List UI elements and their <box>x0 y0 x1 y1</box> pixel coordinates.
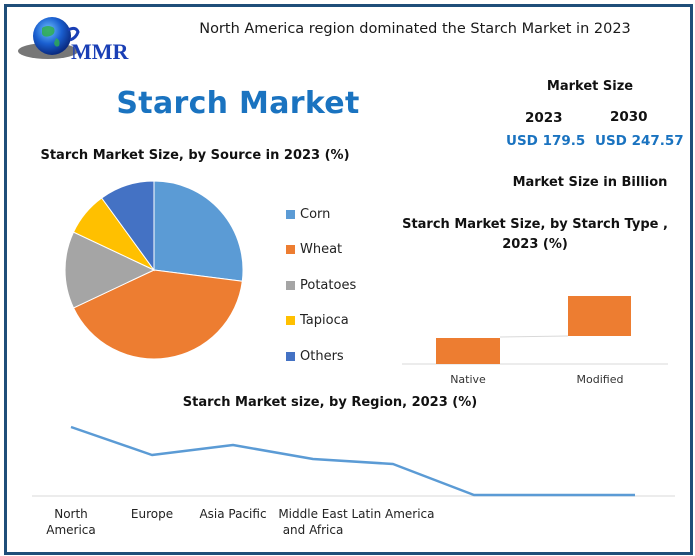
legend-swatch-corn <box>286 210 295 219</box>
pie-slice-potatoes <box>64 231 156 309</box>
legend-label-potatoes: Potatoes <box>300 278 357 293</box>
legend-item-others: Others <box>286 349 344 364</box>
bar-label-modified: Modified <box>576 373 624 386</box>
axis-label-line1: North <box>54 507 88 521</box>
logo-text: MMR <box>71 39 129 64</box>
axis-label-line1: Asia Pacific <box>199 507 267 521</box>
axis-label-latin-america: Latin America <box>343 506 443 522</box>
legend-item-potatoes: Potatoes <box>286 278 356 293</box>
legend-swatch-others <box>286 352 295 361</box>
market-size-unit: Market Size in Billion <box>512 175 668 190</box>
axis-label-asia-pacific: Asia Pacific <box>183 506 283 522</box>
value-2030: USD 247.57 <box>595 133 684 149</box>
legend-label-corn: Corn <box>300 207 331 222</box>
legend-item-corn: Corn <box>286 207 330 222</box>
bar-connector <box>499 335 569 338</box>
legend-item-tapioca: Tapioca <box>286 313 349 328</box>
year-2030: 2030 <box>610 109 648 125</box>
pie-chart-title: Starch Market Size, by Source in 2023 (%… <box>40 148 350 163</box>
legend-swatch-wheat <box>286 245 295 254</box>
legend-label-tapioca: Tapioca <box>300 313 349 328</box>
legend-item-wheat: Wheat <box>286 242 342 257</box>
value-2023: USD 179.5 <box>506 133 586 149</box>
axis-label-middle-east-africa: Middle East and Africa <box>263 506 363 538</box>
axis-label-line1: Latin America <box>351 507 435 521</box>
axis-label-north-america: North America <box>26 506 116 538</box>
market-size-label: Market Size <box>546 79 634 94</box>
axis-label-line2: and Africa <box>282 523 344 537</box>
pie-slice-corn <box>153 180 244 282</box>
axis-label-line1: Europe <box>130 507 174 521</box>
bar-native <box>436 338 500 364</box>
bar-modified <box>568 296 631 336</box>
line-chart-title: Starch Market size, by Region, 2023 (%) <box>182 395 478 410</box>
bar-chart-title-line2: 2023 (%) <box>502 237 568 252</box>
axis-label-europe: Europe <box>107 506 197 522</box>
bar-label-native: Native <box>450 373 486 386</box>
axis-label-line2: America <box>46 523 96 537</box>
legend-label-wheat: Wheat <box>300 242 343 257</box>
axis-label-line1: Middle East <box>278 507 348 521</box>
legend-swatch-tapioca <box>286 316 295 325</box>
globe-icon <box>18 17 80 59</box>
headline: North America region dominated the Starc… <box>199 21 631 37</box>
pie-slice-others <box>101 180 155 272</box>
bar-chart-title-line1: Starch Market Size, by Starch Type , <box>402 217 668 232</box>
line-series-region <box>70 425 635 497</box>
legend-label-others: Others <box>300 349 344 364</box>
logo: MMR <box>14 14 144 66</box>
page-title: Starch Market <box>116 86 360 121</box>
year-2023: 2023 <box>525 110 563 126</box>
legend-swatch-potatoes <box>286 281 295 290</box>
pie-slice-wheat <box>72 269 243 360</box>
